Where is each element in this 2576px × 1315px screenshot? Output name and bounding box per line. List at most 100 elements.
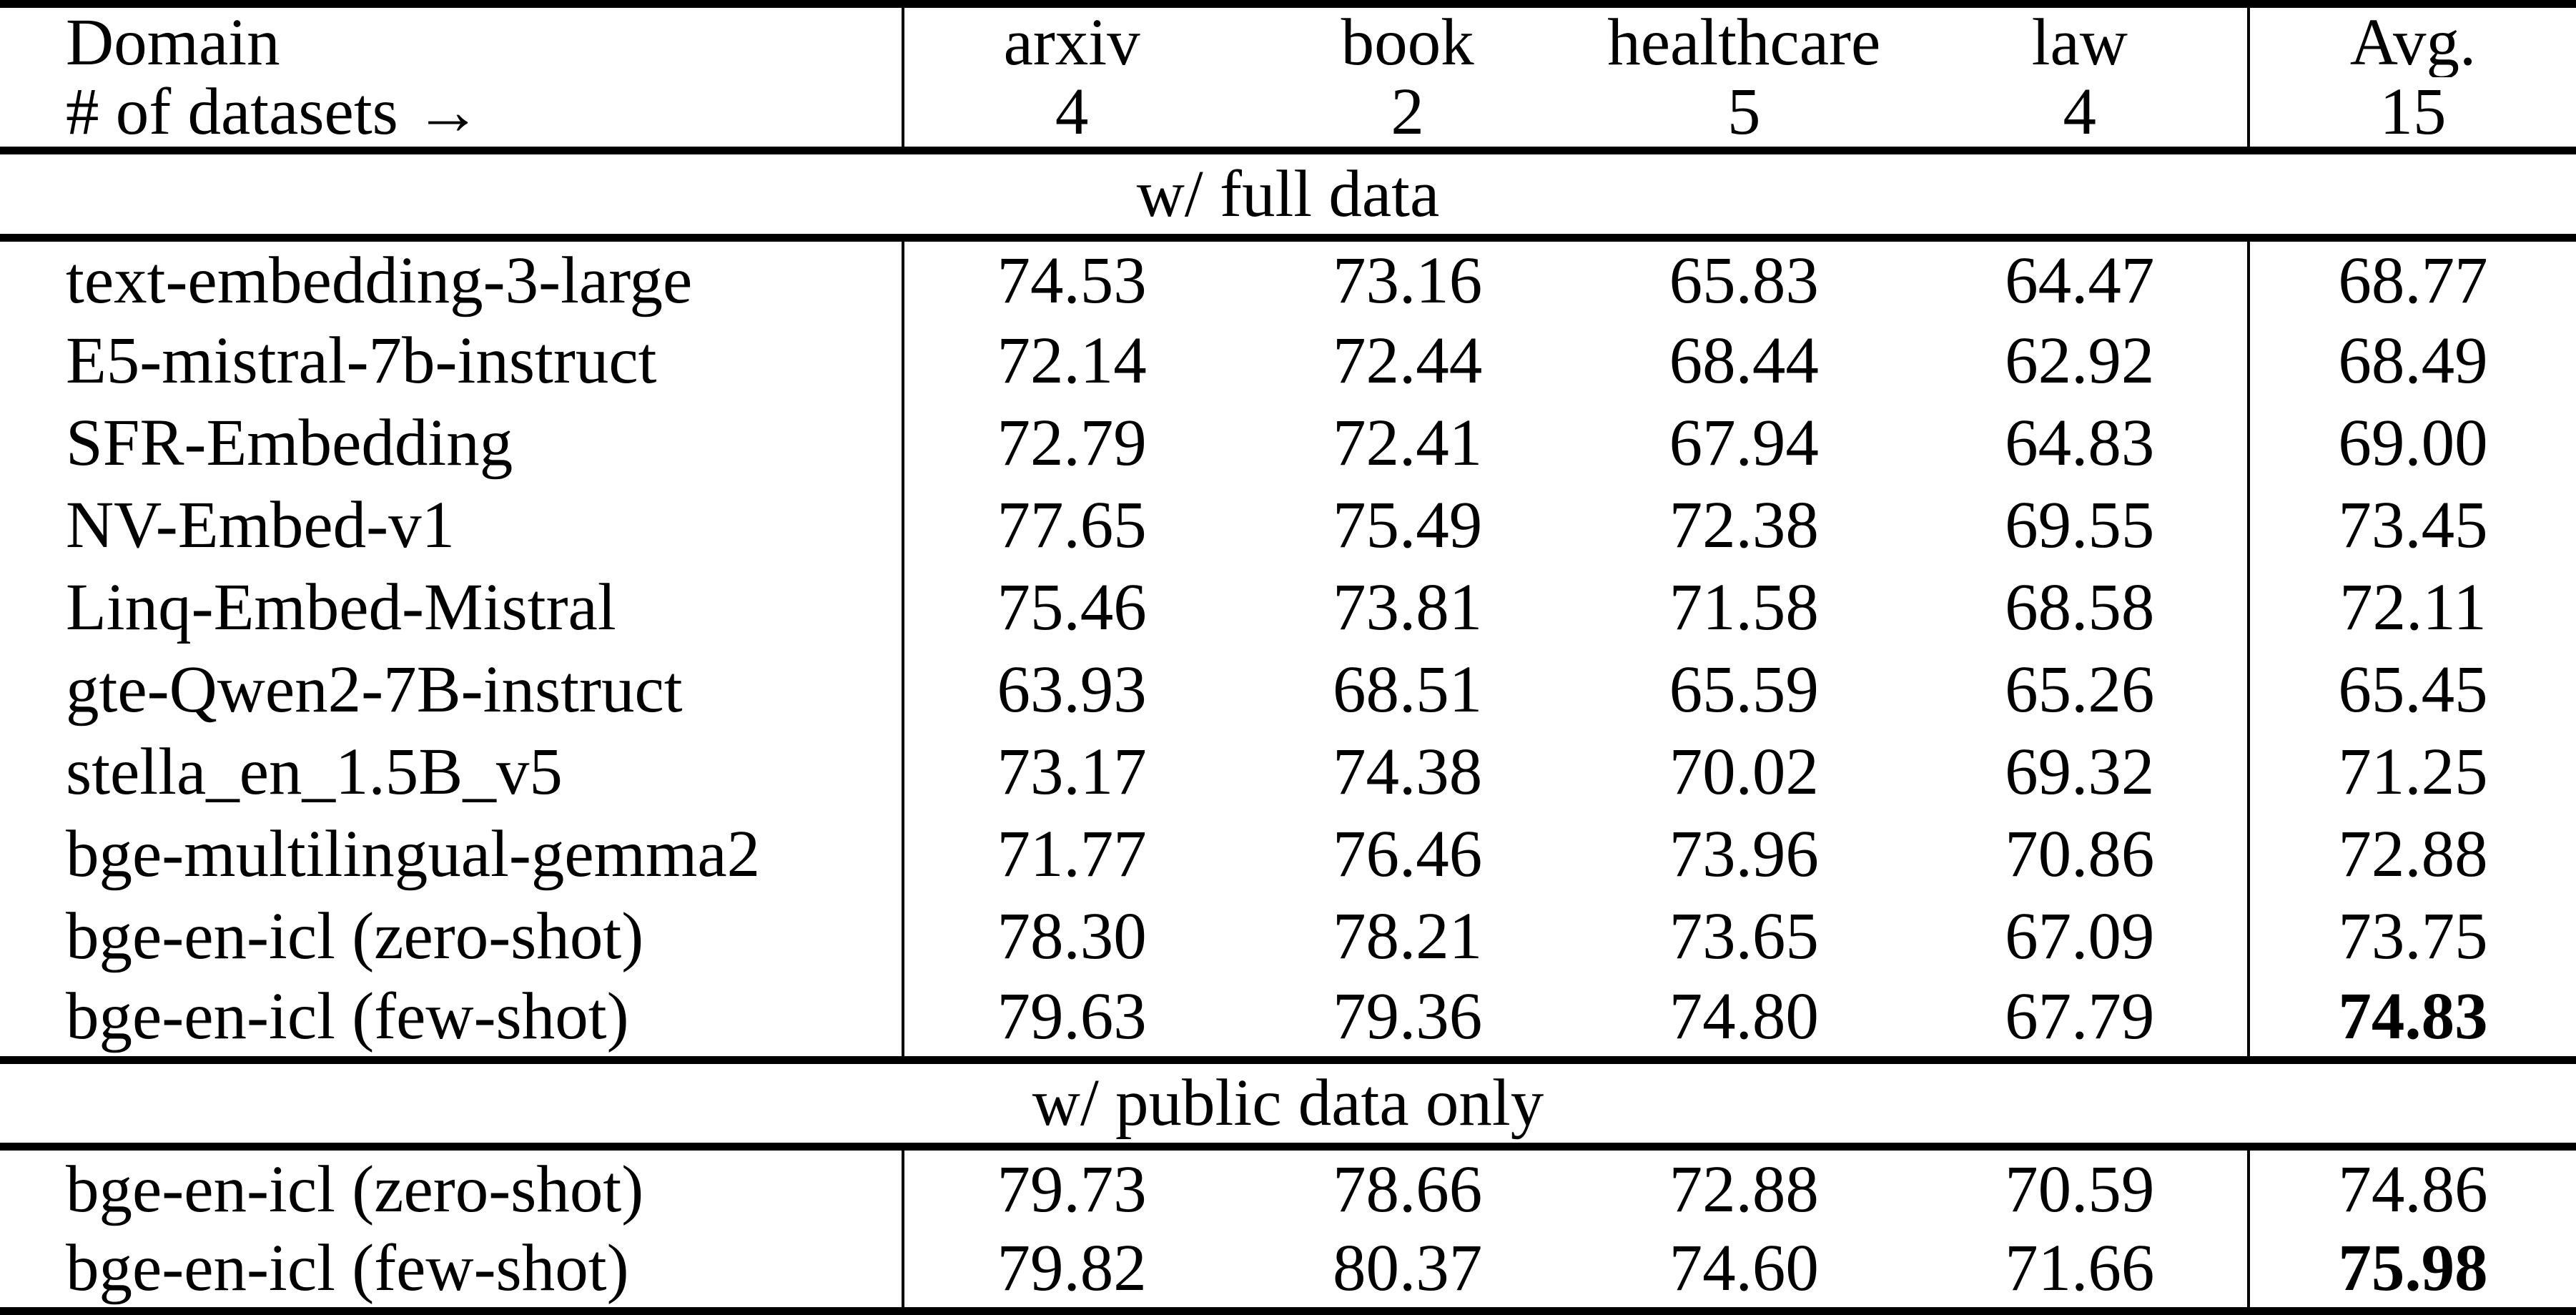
score-arxiv: 79.63 — [997, 980, 1147, 1054]
table-row: text-embedding-3-large 74.53 73.16 65.83… — [0, 237, 2576, 320]
section-title-full-data: w/ full data — [0, 147, 2576, 242]
model-name: text-embedding-3-large — [0, 237, 904, 320]
score-law: 67.79 — [1912, 977, 2251, 1060]
score-healthcare: 73.96 — [1669, 817, 1819, 892]
score-healthcare: 72.88 — [1669, 1153, 1819, 1227]
header-datasets-label: # of datasets → — [0, 77, 904, 155]
score-law: 62.92 — [1912, 320, 2251, 403]
score-arxiv: 63.93 — [997, 653, 1147, 727]
score-law: 64.83 — [1912, 402, 2251, 485]
score-law: 69.32 — [1912, 731, 2251, 814]
score-healthcare: 73.65 — [1669, 900, 1819, 974]
score-avg: 72.88 — [2338, 817, 2488, 892]
score-law: 71.66 — [1912, 1228, 2251, 1315]
score-book: 73.16 — [1333, 243, 1483, 317]
score-book: 78.66 — [1333, 1153, 1483, 1227]
model-name: bge-en-icl (zero-shot) — [0, 1146, 904, 1229]
score-healthcare: 65.59 — [1669, 653, 1819, 727]
model-name: E5-mistral-7b-instruct — [0, 320, 904, 403]
score-book: 78.21 — [1333, 900, 1483, 974]
count-book: 2 — [1239, 77, 1576, 155]
col-header-arxiv: arxiv — [902, 0, 1240, 78]
table-row: E5-mistral-7b-instruct 72.14 72.44 68.44… — [0, 320, 2576, 403]
score-avg-best: 74.83 — [2338, 980, 2488, 1054]
score-avg: 65.45 — [2338, 653, 2488, 727]
model-name: stella_en_1.5B_v5 — [0, 731, 904, 814]
col-header-healthcare: healthcare — [1575, 0, 1913, 78]
table-row: bge-multilingual-gemma2 71.77 76.46 73.9… — [0, 813, 2576, 896]
score-law: 64.47 — [1912, 237, 2251, 320]
table-row: bge-en-icl (few-shot) 79.63 79.36 74.80 … — [0, 977, 2576, 1060]
score-arxiv: 71.77 — [997, 817, 1147, 892]
count-healthcare: 5 — [1575, 77, 1913, 155]
score-healthcare: 67.94 — [1669, 406, 1819, 481]
score-arxiv: 77.65 — [997, 488, 1147, 563]
score-arxiv: 72.79 — [997, 406, 1147, 481]
score-arxiv: 72.14 — [997, 324, 1147, 398]
score-avg: 73.75 — [2338, 900, 2488, 974]
score-arxiv: 75.46 — [997, 571, 1147, 645]
score-book: 73.81 — [1333, 571, 1483, 645]
table-row: NV-Embed-v1 77.65 75.49 72.38 69.55 73.4… — [0, 484, 2576, 567]
count-arxiv: 4 — [902, 77, 1240, 155]
col-header-book: book — [1239, 0, 1576, 78]
score-avg: 68.49 — [2338, 324, 2488, 398]
score-avg: 73.45 — [2338, 488, 2488, 563]
table-row: bge-en-icl (few-shot) 79.82 80.37 74.60 … — [0, 1228, 2576, 1315]
score-book: 72.41 — [1333, 406, 1483, 481]
score-healthcare: 70.02 — [1669, 735, 1819, 809]
score-law: 65.26 — [1912, 649, 2251, 732]
table-row: gte-Qwen2-7B-instruct 63.93 68.51 65.59 … — [0, 649, 2576, 732]
score-law: 70.86 — [1912, 813, 2251, 896]
score-avg: 72.11 — [2339, 571, 2487, 645]
model-name: Linq-Embed-Mistral — [0, 566, 904, 649]
score-avg: 71.25 — [2338, 735, 2488, 809]
score-book: 68.51 — [1333, 653, 1483, 727]
score-healthcare: 68.44 — [1669, 324, 1819, 398]
score-book: 74.38 — [1333, 735, 1483, 809]
section-title-public-data: w/ public data only — [0, 1055, 2576, 1151]
section-band-public-data: w/ public data only — [0, 1055, 2576, 1151]
score-law: 70.59 — [1912, 1146, 2251, 1229]
table-row: bge-en-icl (zero-shot) 79.73 78.66 72.88… — [0, 1146, 2576, 1229]
score-book: 72.44 — [1333, 324, 1483, 398]
count-law: 4 — [1912, 77, 2251, 155]
score-book: 75.49 — [1333, 488, 1483, 563]
score-book: 76.46 — [1333, 817, 1483, 892]
score-healthcare: 72.38 — [1669, 488, 1819, 563]
score-book: 79.36 — [1333, 980, 1483, 1054]
model-name: bge-en-icl (zero-shot) — [0, 895, 904, 978]
score-avg-best: 75.98 — [2249, 1228, 2576, 1315]
score-arxiv: 73.17 — [997, 735, 1147, 809]
score-arxiv: 74.53 — [997, 243, 1147, 317]
score-arxiv: 79.82 — [902, 1228, 1240, 1315]
model-name: bge-en-icl (few-shot) — [0, 977, 904, 1060]
table-row: SFR-Embedding 72.79 72.41 67.94 64.83 69… — [0, 402, 2576, 485]
model-name: gte-Qwen2-7B-instruct — [0, 649, 904, 732]
score-avg: 68.77 — [2338, 243, 2488, 317]
header-row-domains: Domain arxiv book healthcare law Avg. — [0, 0, 2576, 78]
score-healthcare: 74.60 — [1575, 1228, 1913, 1315]
model-name: bge-multilingual-gemma2 — [0, 813, 904, 896]
table-row: stella_en_1.5B_v5 73.17 74.38 70.02 69.3… — [0, 731, 2576, 814]
col-header-avg: Avg. — [2249, 0, 2576, 78]
score-arxiv: 78.30 — [997, 900, 1147, 974]
col-header-law: law — [1912, 0, 2251, 78]
model-name: NV-Embed-v1 — [0, 484, 904, 567]
table-row: Linq-Embed-Mistral 75.46 73.81 71.58 68.… — [0, 566, 2576, 649]
table-row: bge-en-icl (zero-shot) 78.30 78.21 73.65… — [0, 895, 2576, 978]
score-avg: 69.00 — [2338, 406, 2488, 481]
model-name: bge-en-icl (few-shot) — [0, 1228, 904, 1315]
score-healthcare: 71.58 — [1669, 571, 1819, 645]
score-arxiv: 79.73 — [997, 1153, 1147, 1227]
score-book: 80.37 — [1239, 1228, 1576, 1315]
count-avg: 15 — [2249, 77, 2576, 155]
header-row-dataset-counts: # of datasets → 4 2 5 4 15 — [0, 77, 2576, 155]
score-healthcare: 65.83 — [1669, 243, 1819, 317]
header-domain-label: Domain — [0, 0, 904, 78]
score-law: 67.09 — [1912, 895, 2251, 978]
score-law: 68.58 — [1912, 566, 2251, 649]
model-name: SFR-Embedding — [0, 402, 904, 485]
